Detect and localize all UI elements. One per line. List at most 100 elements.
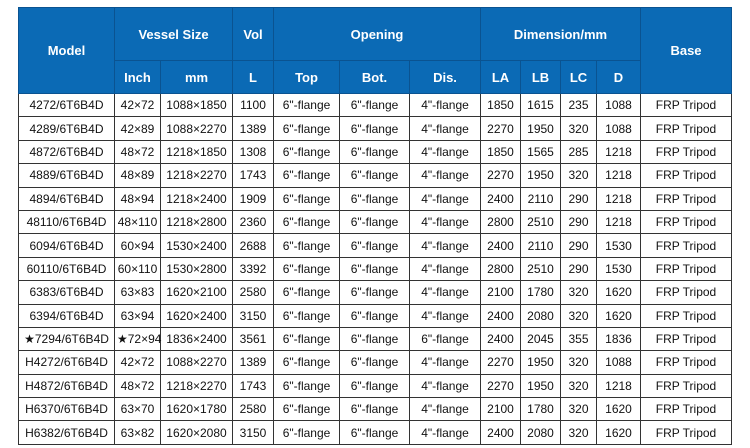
cell-la: 2400 <box>480 420 521 445</box>
cell-vol: 2580 <box>232 397 274 422</box>
cell-lb: 1615 <box>520 92 561 118</box>
cell-d: 1218 <box>596 186 641 211</box>
col-header-la: LA <box>480 60 521 94</box>
cell-model: H6382/6T6B4D <box>18 420 115 445</box>
cell-dis: 4"-flange <box>409 256 481 282</box>
cell-lb: 1950 <box>520 373 561 399</box>
cell-inch: 42×72 <box>114 92 161 118</box>
cell-lc: 320 <box>560 420 597 445</box>
cell-lc: 285 <box>560 139 597 165</box>
cell-la: 2800 <box>480 209 521 235</box>
cell-bot: 6"-flange <box>339 233 410 258</box>
cell-vol: 2360 <box>232 209 274 235</box>
cell-la: 2400 <box>480 326 521 352</box>
cell-lb: 1565 <box>520 139 561 165</box>
cell-d: 1620 <box>596 303 641 328</box>
cell-lc: 320 <box>560 303 597 328</box>
col-header-lb: LB <box>520 60 561 94</box>
cell-top: 6"-flange <box>273 326 340 352</box>
cell-d: 1620 <box>596 280 641 305</box>
table-row: H6370/6T6B4D 63×70 1620×1780 2580 6"-flange 6… <box>18 397 732 422</box>
cell-dis: 4"-flange <box>409 92 481 118</box>
cell-vol: 1389 <box>232 350 274 375</box>
cell-lb: 2110 <box>520 186 561 211</box>
cell-bot: 6"-flange <box>339 420 410 445</box>
table-row: ★7294/6T6B4D ★72×94 1836×2400 3561 6"-flange… <box>18 326 732 352</box>
cell-vol: 3150 <box>232 420 274 445</box>
cell-base: FRP Tripod <box>640 256 732 282</box>
cell-la: 2800 <box>480 256 521 282</box>
cell-inch: 48×72 <box>114 139 161 165</box>
cell-lb: 1950 <box>520 116 561 141</box>
cell-inch: 63×83 <box>114 280 161 305</box>
col-header-inch: Inch <box>114 60 161 94</box>
col-header-mm: mm <box>160 60 233 94</box>
table-row: 6094/6T6B4D 60×94 1530×2400 2688 6"-flange 6"… <box>18 233 732 258</box>
cell-la: 1850 <box>480 92 521 118</box>
table-row: 60110/6T6B4D 60×110 1530×2800 3392 6"-flange… <box>18 256 732 282</box>
col-header-d: D <box>596 60 641 94</box>
cell-lc: 290 <box>560 186 597 211</box>
cell-vol: 3392 <box>232 256 274 282</box>
cell-lc: 320 <box>560 116 597 141</box>
cell-lc: 320 <box>560 280 597 305</box>
cell-model: 48110/6T6B4D <box>18 209 115 235</box>
cell-bot: 6"-flange <box>339 303 410 328</box>
cell-lb: 1950 <box>520 350 561 375</box>
col-header-lc: LC <box>560 60 597 94</box>
cell-inch: 48×72 <box>114 373 161 399</box>
cell-d: 1620 <box>596 397 641 422</box>
table-header: Model Vessel Size Vol Opening Dimension/… <box>18 7 732 94</box>
cell-base: FRP Tripod <box>640 280 732 305</box>
col-header-top: Top <box>273 60 340 94</box>
table-row: 4289/6T6B4D 42×89 1088×2270 1389 6"-flange 6"… <box>18 116 732 141</box>
cell-dis: 4"-flange <box>409 303 481 328</box>
cell-vol: 1308 <box>232 139 274 165</box>
cell-bot: 6"-flange <box>339 163 410 188</box>
cell-inch: 48×94 <box>114 186 161 211</box>
cell-lb: 1780 <box>520 280 561 305</box>
cell-mm: 1218×1850 <box>160 139 233 165</box>
cell-model: ★7294/6T6B4D <box>18 326 115 352</box>
table-row: 4272/6T6B4D 42×72 1088×1850 1100 6"-flange 6"… <box>18 92 732 118</box>
cell-dis: 4"-flange <box>409 116 481 141</box>
cell-model: 4894/6T6B4D <box>18 186 115 211</box>
cell-base: FRP Tripod <box>640 326 732 352</box>
cell-lb: 2080 <box>520 420 561 445</box>
col-header-dimension: Dimension/mm <box>480 7 641 61</box>
cell-vol: 3150 <box>232 303 274 328</box>
cell-la: 2100 <box>480 280 521 305</box>
cell-d: 1088 <box>596 92 641 118</box>
cell-d: 1530 <box>596 233 641 258</box>
cell-lc: 320 <box>560 163 597 188</box>
table-row: H6382/6T6B4D 63×82 1620×2080 3150 6"-flange 6… <box>18 420 732 445</box>
cell-base: FRP Tripod <box>640 92 732 118</box>
cell-d: 1218 <box>596 163 641 188</box>
cell-lc: 290 <box>560 209 597 235</box>
cell-d: 1530 <box>596 256 641 282</box>
cell-top: 6"-flange <box>273 116 340 141</box>
col-header-vessel-size: Vessel Size <box>114 7 233 61</box>
cell-lb: 2110 <box>520 233 561 258</box>
cell-lc: 320 <box>560 373 597 399</box>
cell-dis: 4"-flange <box>409 233 481 258</box>
cell-model: H4272/6T6B4D <box>18 350 115 375</box>
cell-base: FRP Tripod <box>640 163 732 188</box>
cell-inch: 48×89 <box>114 163 161 188</box>
cell-model: 60110/6T6B4D <box>18 256 115 282</box>
cell-lb: 2045 <box>520 326 561 352</box>
cell-la: 2270 <box>480 350 521 375</box>
cell-top: 6"-flange <box>273 163 340 188</box>
cell-la: 1850 <box>480 139 521 165</box>
cell-base: FRP Tripod <box>640 373 732 399</box>
cell-lb: 1780 <box>520 397 561 422</box>
cell-la: 2270 <box>480 116 521 141</box>
cell-inch: ★72×94 <box>114 326 161 352</box>
cell-vol: 1743 <box>232 163 274 188</box>
cell-base: FRP Tripod <box>640 420 732 445</box>
cell-top: 6"-flange <box>273 92 340 118</box>
table-row: 48110/6T6B4D 48×110 1218×2800 2360 6"-flange… <box>18 209 732 235</box>
cell-top: 6"-flange <box>273 233 340 258</box>
cell-model: 4289/6T6B4D <box>18 116 115 141</box>
cell-top: 6"-flange <box>273 420 340 445</box>
